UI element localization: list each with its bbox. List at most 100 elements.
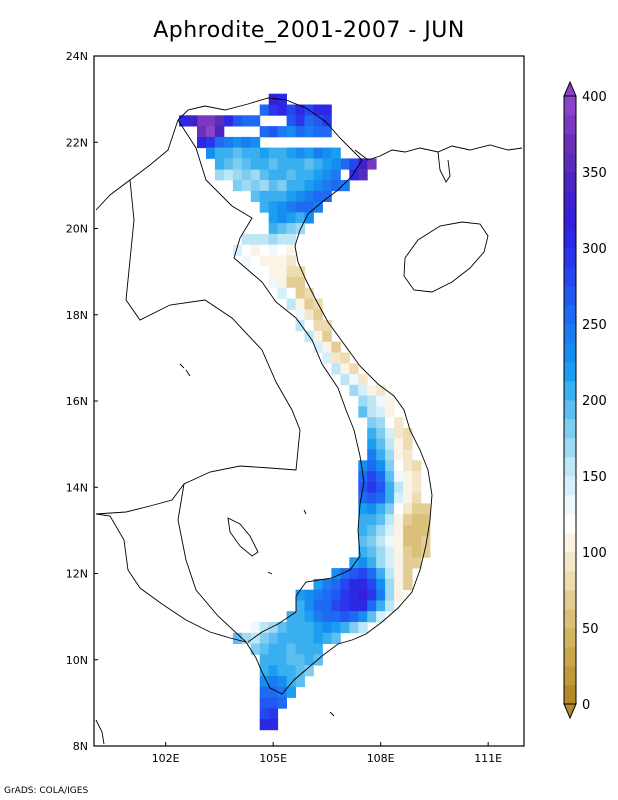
precip-cell: [403, 460, 413, 472]
precip-cell: [367, 568, 377, 580]
colorbar-segment: [564, 666, 576, 686]
precip-cell: [295, 277, 305, 289]
colorbar-segment: [564, 457, 576, 477]
precip-cell: [277, 654, 287, 666]
precip-cell: [385, 460, 395, 472]
precip-cell: [367, 417, 377, 429]
precip-cell: [304, 115, 314, 127]
precip-cell: [376, 438, 386, 450]
precip-cell: [376, 384, 386, 396]
precip-cell: [241, 147, 252, 159]
precip-cell: [206, 115, 216, 127]
precip-cell: [286, 675, 296, 688]
precip-cell: [412, 535, 422, 547]
precip-cell: [295, 600, 305, 612]
precip-cell: [259, 180, 270, 192]
precip-cell: [277, 190, 287, 202]
precip-cell: [241, 136, 252, 149]
precip-cell: [376, 428, 386, 440]
precip-cell: [232, 158, 243, 170]
precip-cell: [358, 557, 368, 569]
precip-cell: [340, 600, 350, 612]
precip-cell: [358, 578, 368, 591]
precip-cell: [358, 158, 368, 170]
precip-cell: [277, 632, 287, 644]
precip-cell: [223, 169, 234, 181]
precip-cell: [349, 158, 359, 170]
precip-cell: [322, 622, 332, 634]
precip-cell: [295, 126, 305, 138]
precip-cell: [268, 708, 279, 720]
precip-cell: [304, 287, 314, 299]
precip-cell: [304, 169, 314, 181]
precip-cell: [394, 557, 404, 569]
colorbar-segment: [564, 476, 576, 496]
precip-cell: [259, 632, 270, 644]
precip-cell: [376, 503, 386, 515]
precip-cell: [232, 147, 243, 159]
colorbar-segment: [564, 685, 576, 705]
precip-cell: [394, 428, 404, 440]
colorbar-segment: [564, 153, 576, 173]
precip-cell: [197, 126, 207, 138]
precip-cell: [304, 158, 314, 170]
precip-cell: [322, 589, 332, 601]
precip-cell: [394, 589, 404, 601]
precip-cell: [268, 277, 279, 289]
colorbar-segment: [564, 210, 576, 230]
precip-cell: [403, 568, 413, 580]
precip-cell: [322, 578, 332, 591]
precip-cell: [295, 309, 305, 321]
precip-cell: [232, 180, 243, 192]
colorbar-segment: [564, 172, 576, 192]
precip-cell: [286, 180, 296, 192]
precip-cell: [277, 233, 287, 246]
precip-cell: [385, 492, 395, 504]
colorbar-min-arrow: [563, 703, 577, 720]
border-north: [177, 97, 363, 161]
precip-cell: [286, 126, 296, 138]
lon-tick-label: 108E: [367, 752, 395, 765]
colorbar-label: 400: [582, 90, 607, 105]
precip-cell: [358, 600, 368, 612]
precip-cell: [214, 169, 225, 181]
precip-cell: [394, 514, 404, 526]
precip-cell: [421, 525, 431, 537]
precip-cell: [322, 611, 332, 623]
precip-cell: [394, 503, 404, 515]
precip-cell: [340, 158, 350, 170]
precip-cell: [304, 190, 314, 202]
colorbar-segment: [564, 438, 576, 458]
precip-cell: [412, 460, 422, 472]
precip-cell: [277, 147, 287, 159]
precip-cell: [331, 169, 341, 181]
precip-cell: [376, 492, 386, 504]
precip-cell: [250, 158, 261, 170]
precip-cell: [313, 190, 323, 202]
precip-cell: [304, 665, 314, 677]
precip-cell: [206, 126, 216, 138]
precip-cell: [268, 212, 279, 224]
precip-cell: [223, 115, 234, 127]
precip-cell: [277, 686, 287, 698]
precip-cell: [376, 525, 386, 537]
precip-cell: [286, 266, 296, 278]
southern-islands: [179, 363, 335, 717]
precip-cell: [349, 589, 359, 601]
precip-cell: [259, 654, 270, 666]
precip-cell: [250, 244, 261, 256]
precip-cell: [286, 169, 296, 181]
precip-cell: [367, 514, 377, 526]
precip-cell: [277, 277, 287, 289]
precip-cell: [286, 665, 296, 677]
precip-cell: [259, 255, 270, 267]
precip-cell: [385, 481, 395, 494]
precip-cell: [367, 395, 377, 407]
precip-cell: [295, 622, 305, 634]
precip-cell: [232, 169, 243, 181]
precip-cell: [349, 384, 359, 396]
precip-cell: [403, 449, 413, 461]
precip-cell: [412, 481, 422, 494]
precip-cell: [268, 126, 279, 138]
precip-cell: [331, 632, 341, 644]
